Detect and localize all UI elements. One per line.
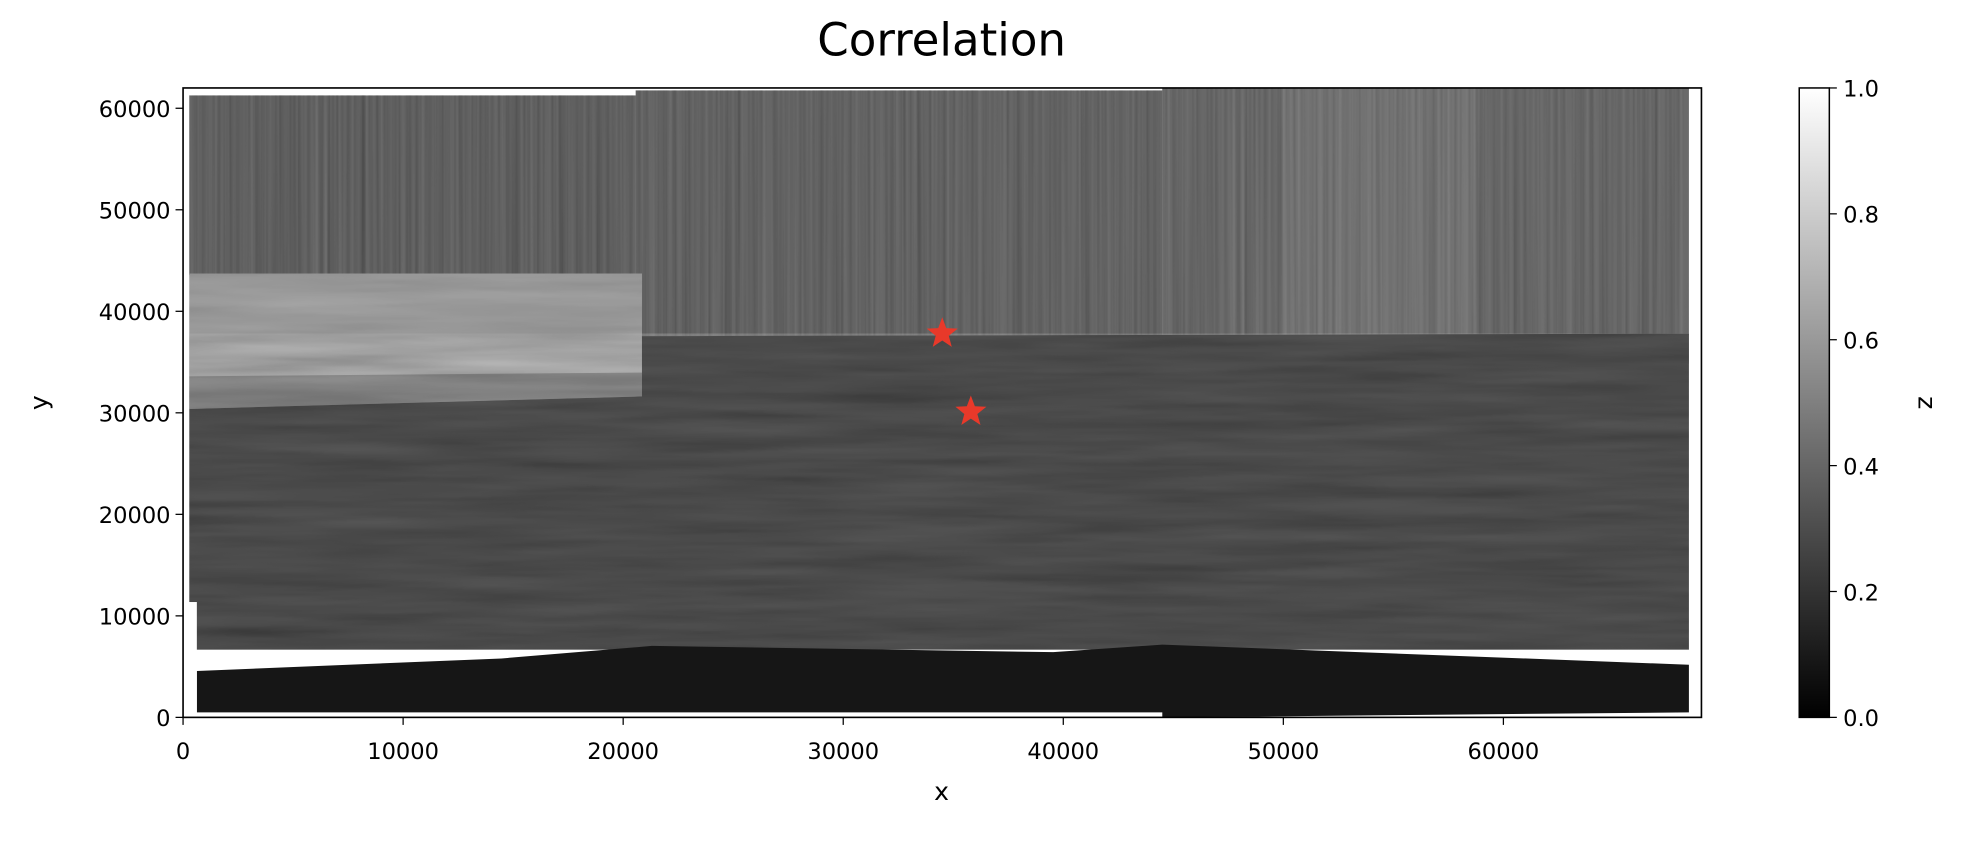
y-tick-label: 50000 <box>99 199 171 225</box>
y-tick-label: 60000 <box>99 97 171 123</box>
colorbar-tick-label: 0.8 <box>1843 203 1879 229</box>
colorbar-tick-label: 1.0 <box>1843 77 1879 103</box>
image-texture <box>189 333 1689 650</box>
y-tick-label: 30000 <box>99 402 171 428</box>
x-tick-label: 0 <box>176 739 190 765</box>
chart-title: Correlation <box>817 13 1066 66</box>
y-tick-label: 10000 <box>99 605 171 631</box>
y-tick-label: 20000 <box>99 503 171 529</box>
star-marker <box>955 395 987 425</box>
y-axis-label: y <box>25 395 54 410</box>
colorbar <box>1798 87 1831 719</box>
colorbar-tick-label: 0.0 <box>1843 706 1879 732</box>
axes-frame <box>182 87 1703 719</box>
y-tick-label: 40000 <box>99 300 171 326</box>
star-marker <box>926 317 958 347</box>
colorbar-tick-label: 0.6 <box>1843 329 1879 355</box>
x-tick-label: 50000 <box>1247 739 1319 765</box>
image-region <box>196 644 1689 718</box>
x-axis-label: x <box>934 777 949 806</box>
image-gap <box>183 602 197 718</box>
colorbar-label: z <box>1912 396 1941 409</box>
image-texture <box>189 95 637 275</box>
x-tick-label: 30000 <box>807 739 879 765</box>
image-texture <box>1162 87 1689 335</box>
x-tick-label: 60000 <box>1468 739 1540 765</box>
heatmap-image <box>183 87 1689 718</box>
colorbar-tick-label: 0.4 <box>1843 454 1879 480</box>
y-tick-label: 0 <box>156 706 170 732</box>
colorbar-tick-label: 0.2 <box>1843 580 1879 606</box>
image-texture <box>635 90 1164 338</box>
x-tick-label: 40000 <box>1027 739 1099 765</box>
x-tick-label: 20000 <box>587 739 659 765</box>
x-tick-label: 10000 <box>367 739 439 765</box>
